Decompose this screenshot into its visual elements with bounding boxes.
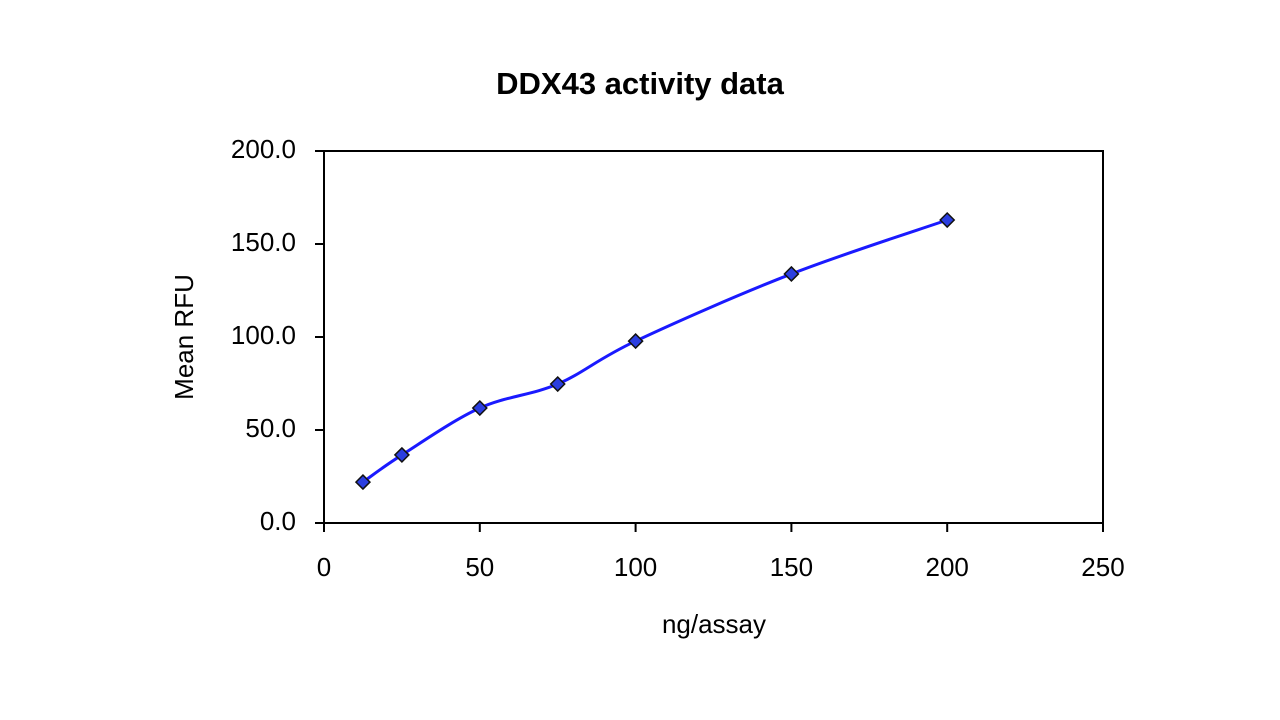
marker: [549, 375, 566, 393]
marker: [783, 265, 800, 283]
y-tick-label: 150.0: [231, 227, 296, 257]
y-tick-label: 100.0: [231, 320, 296, 350]
x-tick-label: 0: [317, 552, 331, 582]
chart-title: DDX43 activity data: [496, 66, 784, 101]
marker: [627, 333, 644, 350]
y-tick-label: 50.0: [245, 413, 296, 443]
x-tick-label: 50: [465, 552, 494, 582]
x-axis-label: ng/assay: [662, 609, 766, 639]
x-tick-label: 100: [614, 552, 657, 582]
x-tick-label: 250: [1081, 552, 1124, 582]
marker: [393, 446, 410, 463]
marker: [354, 474, 372, 491]
x-tick-label: 150: [770, 552, 813, 582]
marker: [939, 211, 956, 229]
y-tick-label: 0.0: [260, 506, 296, 536]
x-tick-label: 200: [926, 552, 969, 582]
marker: [471, 399, 488, 417]
y-tick-label: 200.0: [231, 134, 296, 164]
data-line: [362, 218, 948, 484]
y-axis-label: Mean RFU: [169, 274, 199, 400]
